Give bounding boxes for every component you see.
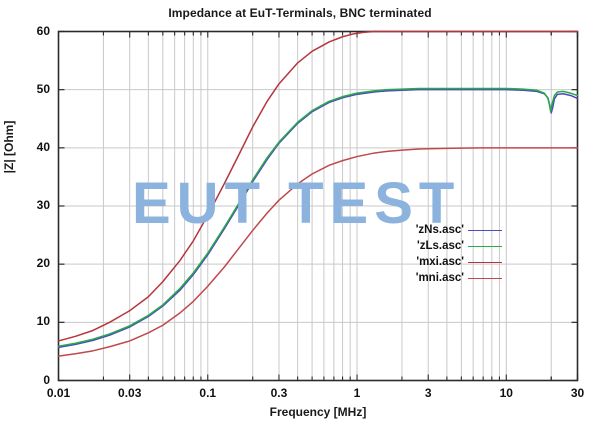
data-series [57, 30, 579, 357]
x-tick-label: 30 [570, 386, 585, 400]
legend-color-swatch [468, 245, 502, 247]
x-tick-label: 1 [353, 386, 361, 400]
y-tick-label: 0 [43, 372, 50, 387]
legend-item-label: 'mxi.asc' [416, 256, 464, 268]
x-tick-label: 10 [499, 386, 513, 400]
series-line [57, 147, 579, 357]
legend-item-label: 'mni.asc' [415, 272, 464, 284]
series-line [57, 87, 579, 347]
chart-legend: 'zNs.asc' 'zLs.asc' 'mxi.asc' 'mni.asc' [352, 222, 502, 286]
x-tick-label: 0.03 [118, 386, 142, 400]
y-tick-label: 20 [36, 256, 50, 271]
y-tick-label: 40 [36, 139, 50, 154]
legend-item-label: 'zLs.asc' [416, 240, 464, 252]
y-tick-label: 50 [36, 81, 50, 96]
y-tick-label: 30 [36, 198, 50, 212]
x-tick-label: 0.1 [199, 386, 217, 400]
legend-item: 'mni.asc' [352, 270, 502, 286]
x-axis-title: Frequency [MHz] [269, 405, 367, 419]
x-tick-label: 3 [424, 386, 432, 400]
x-tick-label: 0.3 [270, 386, 288, 400]
x-tick-label: 0.01 [46, 386, 71, 400]
legend-item: 'zNs.asc' [352, 222, 502, 238]
y-tick-label: 60 [36, 23, 50, 38]
legend-item-label: 'zNs.asc' [415, 224, 464, 236]
series-line [57, 30, 579, 342]
grid-lines [58, 31, 578, 381]
chart-title: Impedance at EuT-Terminals, BNC terminat… [168, 6, 432, 20]
legend-item: 'zLs.asc' [352, 238, 502, 254]
legend-item: 'mxi.asc' [352, 254, 502, 270]
legend-color-swatch [468, 277, 502, 279]
plot-frame [57, 30, 579, 382]
legend-color-swatch [468, 229, 502, 231]
y-tick-label: 10 [36, 314, 50, 329]
legend-color-swatch [468, 261, 502, 263]
